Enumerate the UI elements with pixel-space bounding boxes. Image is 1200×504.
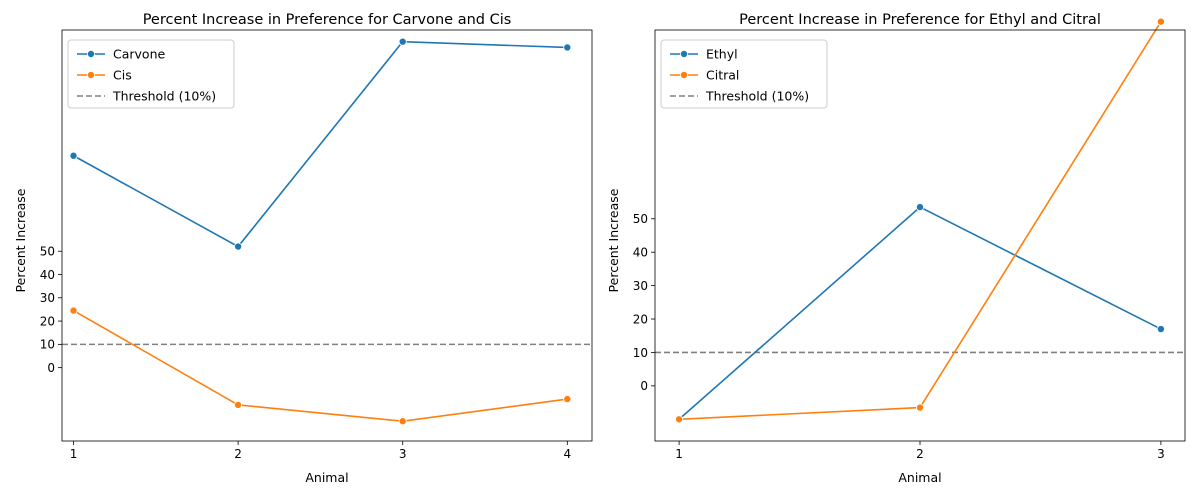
data-point-citral [1156,17,1165,26]
legend-label-threshold: Threshold (10%) [705,88,809,103]
chart-title: Percent Increase in Preference for Carvo… [143,12,512,28]
x-tick-label: 1 [675,447,683,461]
y-tick-label: 30 [633,279,648,293]
legend: Carvone Cis Threshold (10%) [67,39,235,109]
x-tick-label: 2 [916,447,924,461]
y-tick-label: 10 [40,338,55,352]
y-axis-label: Percent Increase [13,188,28,292]
data-point-carvone [234,242,243,251]
legend-box [660,39,828,109]
y-tick-label: 20 [633,312,648,326]
legend: Ethyl Citral Threshold (10%) [660,39,828,109]
legend-marker-carvone [87,50,96,59]
y-tick-label: 0 [640,379,648,393]
legend-label-ethyl: Ethyl [706,46,738,61]
y-tick-label: 0 [47,361,55,375]
chart-2: Percent Increase in Preference for Ethyl… [606,12,1186,485]
data-point-carvone [563,43,572,52]
data-point-ethyl [1156,325,1165,334]
x-tick-label: 1 [70,447,78,461]
data-point-carvone [69,151,78,160]
y-tick-label: 50 [633,212,648,226]
legend-label-cis: Cis [113,67,132,82]
y-tick-label: 20 [40,314,55,328]
plot-frame [61,29,593,442]
y-tick-label: 40 [633,246,648,260]
data-point-citral [916,403,925,412]
x-axis-label: Animal [305,470,348,485]
x-axis-label: Animal [898,470,941,485]
data-point-cis [234,400,243,409]
data-point-carvone [398,37,407,46]
chart-1: Percent Increase in Preference for Carvo… [13,12,593,485]
data-point-cis [563,395,572,404]
x-tick-label: 3 [399,447,407,461]
data-point-cis [398,417,407,426]
legend-label-citral: Citral [706,67,739,82]
series-line-carvone [73,40,568,248]
legend-label-carvone: Carvone [113,46,165,61]
data-point-citral [675,415,684,424]
x-tick-label: 2 [234,447,242,461]
data-point-cis [69,306,78,315]
legend-marker-ethyl [680,50,689,59]
x-tick-label: 4 [563,447,571,461]
y-axis-label: Percent Increase [606,188,621,292]
x-tick-label: 3 [1157,447,1165,461]
data-point-ethyl [916,203,925,212]
y-tick-label: 40 [40,268,55,282]
legend-box [67,39,235,109]
chart-title: Percent Increase in Preference for Ethyl… [739,12,1101,28]
y-tick-label: 50 [40,245,55,259]
legend-marker-citral [680,71,689,80]
series-line-cis [73,309,568,423]
y-tick-label: 10 [633,346,648,360]
legend-label-threshold: Threshold (10%) [112,88,216,103]
legend-marker-cis [87,71,96,80]
y-tick-label: 30 [40,291,55,305]
